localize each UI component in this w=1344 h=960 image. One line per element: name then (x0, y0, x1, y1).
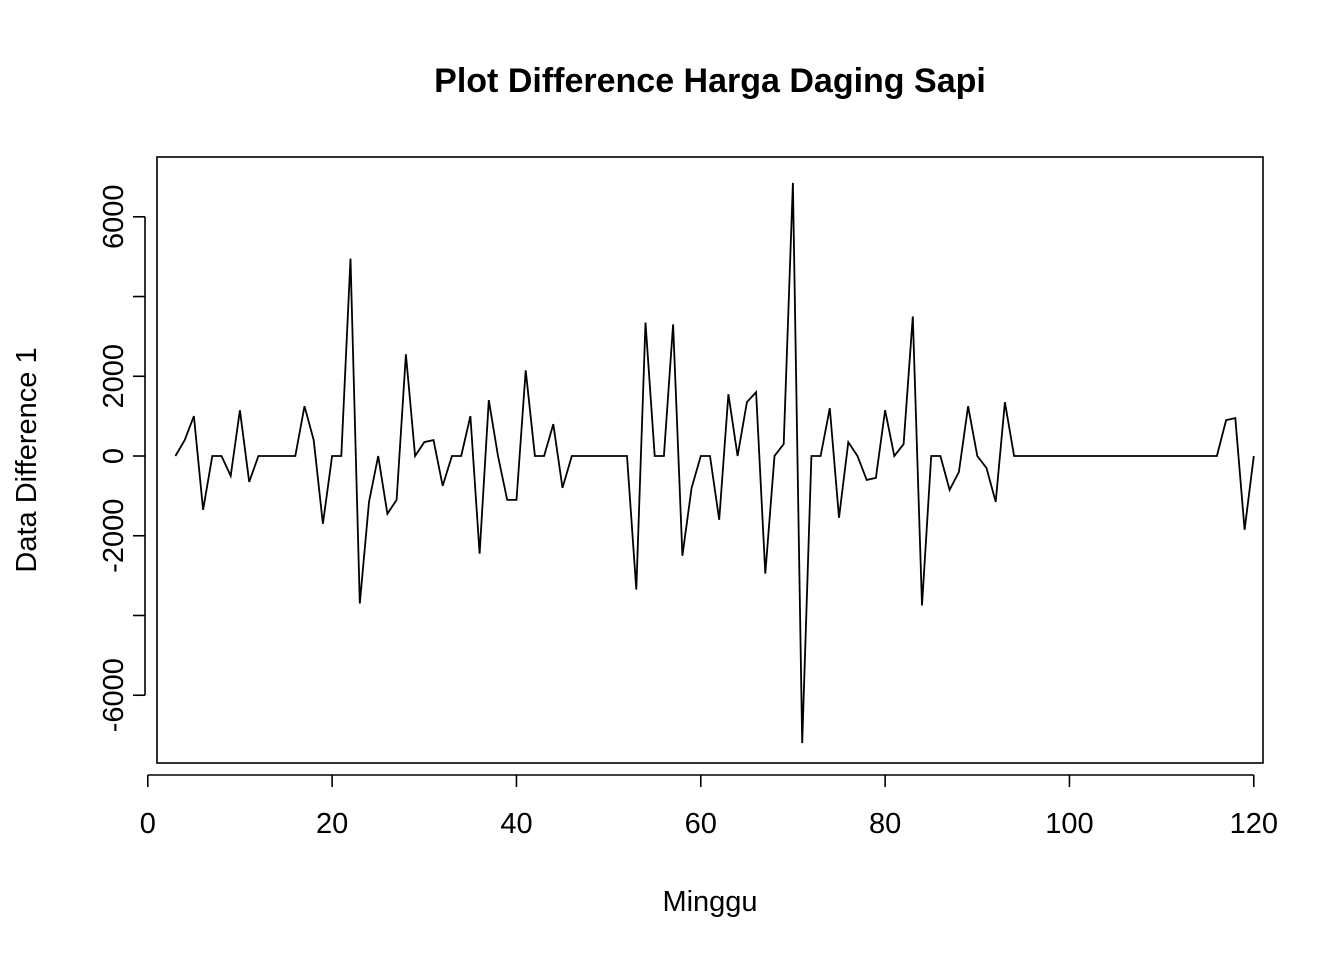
x-axis-label: Minggu (662, 886, 757, 918)
x-tick-label: 100 (1045, 808, 1093, 840)
y-tick-label: -6000 (98, 658, 130, 732)
y-axis-label: Data Difference 1 (11, 347, 43, 572)
y-tick-label: 2000 (98, 344, 130, 409)
x-tick-label: 20 (316, 808, 348, 840)
x-tick-label: 60 (685, 808, 717, 840)
y-tick-label: 0 (98, 448, 130, 464)
chart-title: Plot Difference Harga Daging Sapi (434, 62, 986, 100)
y-tick-label: -2000 (98, 499, 130, 573)
y-axis: -6000 -2000 0 2000 6000 (98, 185, 146, 732)
plot-frame (156, 156, 1264, 764)
x-tick-label: 120 (1230, 808, 1278, 840)
x-tick-label: 0 (140, 808, 156, 840)
y-tick-label: 6000 (98, 185, 130, 250)
x-tick-label: 40 (500, 808, 532, 840)
series-line (174, 182, 1255, 744)
x-tick-label: 80 (869, 808, 901, 840)
x-axis: 0 20 40 60 80 100 120 (140, 774, 1278, 840)
